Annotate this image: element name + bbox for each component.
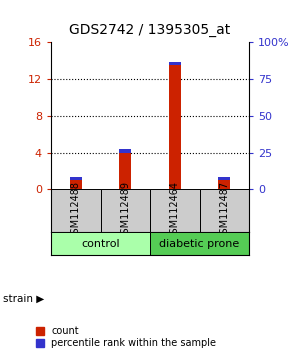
Bar xyxy=(218,177,230,180)
Bar xyxy=(200,189,249,232)
Text: GSM112488: GSM112488 xyxy=(71,181,81,240)
Text: GDS2742 / 1395305_at: GDS2742 / 1395305_at xyxy=(69,23,231,37)
Bar xyxy=(150,189,200,232)
Bar xyxy=(218,180,230,189)
Bar xyxy=(169,65,181,189)
Text: control: control xyxy=(81,239,120,249)
Bar xyxy=(119,149,131,153)
Bar xyxy=(70,180,82,189)
Text: GSM112487: GSM112487 xyxy=(219,181,229,240)
Bar xyxy=(100,189,150,232)
Bar xyxy=(119,153,131,189)
Text: diabetic prone: diabetic prone xyxy=(159,239,240,249)
Bar xyxy=(169,62,181,65)
Bar xyxy=(51,189,100,232)
Text: strain ▶: strain ▶ xyxy=(3,294,44,304)
Text: GSM112464: GSM112464 xyxy=(170,181,180,240)
Bar xyxy=(70,177,82,180)
Bar xyxy=(150,232,249,255)
Bar xyxy=(51,232,150,255)
Text: GSM112489: GSM112489 xyxy=(120,181,130,240)
Legend: count, percentile rank within the sample: count, percentile rank within the sample xyxy=(35,325,218,349)
